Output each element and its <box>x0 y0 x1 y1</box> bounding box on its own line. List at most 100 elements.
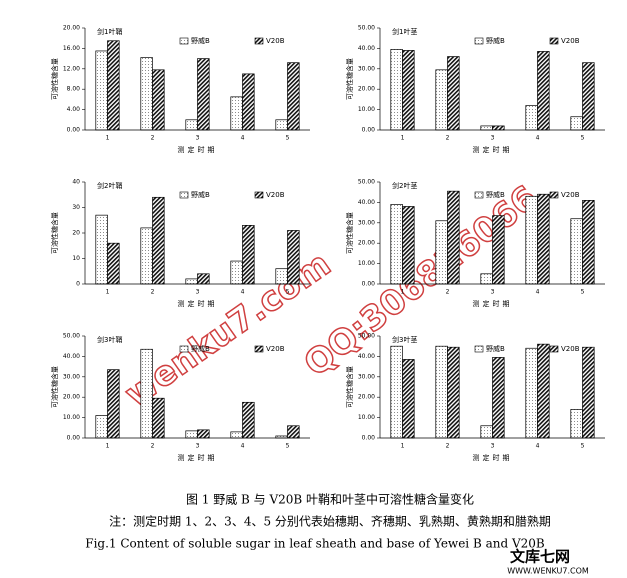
y-tick-label: 30.00 <box>358 65 375 72</box>
bar <box>480 273 493 285</box>
bar <box>95 50 108 131</box>
chart-title: 剑2叶茎 <box>392 181 417 190</box>
legend-swatch <box>549 37 559 45</box>
bar <box>230 260 243 285</box>
y-tick-label: 50.00 <box>358 25 375 32</box>
x-axis-title: 测定时期 <box>178 145 218 154</box>
bar <box>480 425 493 439</box>
legend-label: 野威B <box>486 190 505 199</box>
bar <box>447 190 460 285</box>
y-tick-label: 0.00 <box>362 127 376 134</box>
legend-label: V20B <box>561 345 580 353</box>
legend-swatch <box>179 191 189 199</box>
bar <box>570 409 583 439</box>
bar <box>570 116 583 131</box>
legend-swatch <box>474 345 484 353</box>
bar <box>447 346 460 439</box>
y-tick-label: 10.00 <box>358 106 375 113</box>
bar <box>140 348 153 439</box>
y-tick-label: 0.00 <box>362 281 376 288</box>
y-tick-label: 0.00 <box>362 435 376 442</box>
y-tick-label: 12.00 <box>63 65 80 72</box>
watermark: QQ:306826066 <box>297 178 546 385</box>
x-axis-title: 测定时期 <box>473 299 513 308</box>
y-axis-title: 可溶性糖含量 <box>50 366 59 408</box>
bar <box>287 230 300 285</box>
legend-label: 野威B <box>191 190 210 199</box>
bar <box>197 273 210 285</box>
x-tick-label: 2 <box>151 289 155 296</box>
legend-swatch <box>179 345 189 353</box>
x-tick-label: 1 <box>106 135 110 142</box>
logo-text: 文库七网 <box>510 548 570 566</box>
y-tick-label: 40.00 <box>358 45 375 52</box>
y-tick-label: 30.00 <box>358 219 375 226</box>
y-tick-label: 50.00 <box>63 333 80 340</box>
x-tick-label: 4 <box>536 443 540 450</box>
y-axis-title: 可溶性糖含量 <box>345 212 354 254</box>
y-tick-label: 30 <box>72 204 80 211</box>
bar <box>95 214 108 285</box>
legend-swatch <box>254 345 264 353</box>
bar <box>95 415 108 439</box>
legend-label: V20B <box>266 37 285 45</box>
legend-swatch <box>254 191 264 199</box>
bar <box>582 200 595 285</box>
x-tick-label: 4 <box>536 289 540 296</box>
caption-note: 注：测定时期 1、2、3、4、5 分别代表始穗期、齐穗期、乳熟期、黄熟期和腊熟期 <box>109 514 551 529</box>
bar <box>287 62 300 131</box>
x-axis-title: 测定时期 <box>178 453 218 462</box>
x-tick-label: 4 <box>241 289 245 296</box>
y-tick-label: 40.00 <box>358 199 375 206</box>
x-tick-label: 1 <box>106 443 110 450</box>
legend-label: 野威B <box>486 36 505 45</box>
bar <box>230 431 243 439</box>
bar <box>525 105 538 131</box>
chart-title: 剑1叶茎 <box>392 27 417 36</box>
x-tick-label: 5 <box>581 443 585 450</box>
bar <box>492 357 505 439</box>
y-tick-label: 20.00 <box>358 394 375 401</box>
bar <box>107 242 120 285</box>
legend-swatch <box>474 37 484 45</box>
y-tick-label: 0.00 <box>67 435 81 442</box>
bar <box>197 429 210 439</box>
y-tick-label: 30.00 <box>358 373 375 380</box>
x-tick-label: 5 <box>581 289 585 296</box>
y-axis-title: 可溶性糖含量 <box>345 58 354 100</box>
bar <box>152 397 165 439</box>
bar <box>185 278 198 285</box>
chart-title: 剑3叶茎 <box>392 335 417 344</box>
y-tick-label: 20.00 <box>358 86 375 93</box>
x-tick-label: 3 <box>491 289 495 296</box>
legend-swatch <box>474 191 484 199</box>
y-tick-label: 10.00 <box>358 414 375 421</box>
logo-url: WWW.WENKU7.COM <box>507 567 589 576</box>
x-axis-title: 测定时期 <box>473 145 513 154</box>
legend-label: V20B <box>561 191 580 199</box>
bar <box>275 119 288 131</box>
x-tick-label: 3 <box>196 289 200 296</box>
y-tick-label: 0 <box>76 281 80 288</box>
chart-title: 剑3叶鞘 <box>97 335 122 344</box>
x-tick-label: 1 <box>401 289 405 296</box>
legend-label: V20B <box>266 345 285 353</box>
bar <box>570 218 583 285</box>
y-axis-title: 可溶性糖含量 <box>50 58 59 100</box>
y-tick-label: 4.00 <box>67 106 81 113</box>
y-tick-label: 8.00 <box>67 86 81 93</box>
x-axis-title: 测定时期 <box>473 453 513 462</box>
bar <box>402 50 415 131</box>
bar <box>525 347 538 439</box>
caption-title: 图 1 野威 B 与 V20B 叶鞘和叶茎中可溶性糖含量变化 <box>186 492 474 507</box>
bar <box>537 193 550 285</box>
bar <box>287 425 300 439</box>
x-tick-label: 5 <box>581 135 585 142</box>
y-axis-title: 可溶性糖含量 <box>345 366 354 408</box>
x-tick-label: 2 <box>446 289 450 296</box>
y-tick-label: 20.00 <box>358 240 375 247</box>
y-tick-label: 0.00 <box>67 127 81 134</box>
bar <box>447 56 460 131</box>
x-tick-label: 4 <box>241 135 245 142</box>
legend-label: 野威B <box>191 344 210 353</box>
